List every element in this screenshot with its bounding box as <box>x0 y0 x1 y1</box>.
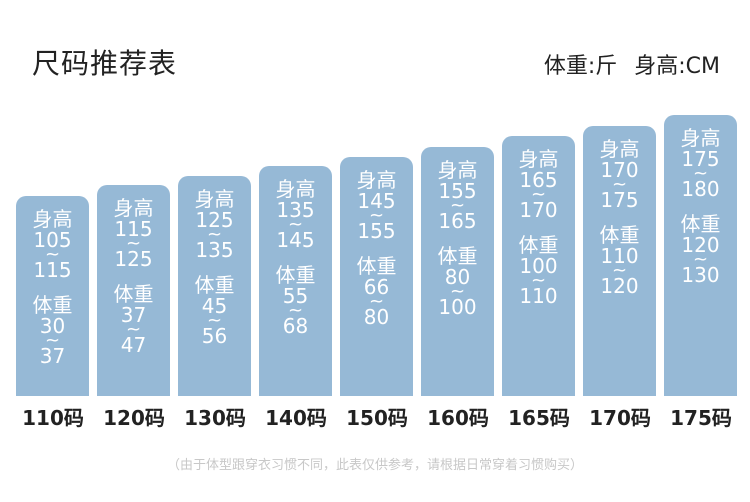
weight-max: 68 <box>282 314 309 338</box>
height-unit: 身高:CM <box>634 54 720 79</box>
size-column: 身高 145 ~155 体重 66 ~80 <box>340 157 413 396</box>
weight-max: 47 <box>120 333 147 357</box>
weight-min: 55 <box>282 284 309 308</box>
range-tilde: ~ <box>287 300 304 321</box>
size-chart: 身高 105 ~115 体重 30 ~37 110码 身高 115 ~125 体重 37 ~47 120码… <box>16 115 737 430</box>
page-title: 尺码推荐表 <box>32 47 178 80</box>
height-min: 175 <box>681 147 720 171</box>
height-min: 170 <box>600 158 639 182</box>
range-tilde: ~ <box>368 291 385 312</box>
size-label: 160码 <box>427 406 489 430</box>
size-label: 130码 <box>184 406 246 430</box>
range-tilde: ~ <box>692 249 709 270</box>
height-max: 175 <box>600 188 639 212</box>
range-tilde: ~ <box>287 214 304 235</box>
weight-unit: 体重:斤 <box>543 54 618 79</box>
range-tilde: ~ <box>125 233 142 254</box>
disclaimer-note: （由于体型跟穿衣习惯不同，此表仅供参考，请根据日常穿着习惯购买） <box>166 458 583 473</box>
size-column: 身高 165 ~170 体重 100 ~110 <box>502 136 575 396</box>
height-label: 身高 <box>518 147 559 171</box>
range-tilde: ~ <box>44 244 61 265</box>
height-min: 145 <box>357 189 396 213</box>
weight-label: 体重 <box>356 254 397 278</box>
size-column: 身高 135 ~145 体重 55 ~68 <box>259 166 332 396</box>
range-tilde: ~ <box>206 310 223 331</box>
size-label: 120码 <box>103 406 165 430</box>
weight-max: 120 <box>600 274 639 298</box>
weight-max: 100 <box>438 295 477 319</box>
height-max: 115 <box>33 258 72 282</box>
weight-label: 体重 <box>275 263 316 287</box>
weight-min: 110 <box>600 244 639 268</box>
height-min: 115 <box>114 217 153 241</box>
height-max: 135 <box>195 238 234 262</box>
size-column: 身高 105 ~115 体重 30 ~37 <box>16 196 89 396</box>
size-column: 身高 170 ~175 体重 110 ~120 <box>583 126 656 396</box>
height-label: 身高 <box>113 196 154 220</box>
weight-label: 体重 <box>32 293 73 317</box>
size-label: 175码 <box>670 406 732 430</box>
height-max: 125 <box>114 247 153 271</box>
size-label: 110码 <box>22 406 84 430</box>
height-max: 170 <box>519 198 558 222</box>
range-tilde: ~ <box>611 260 628 281</box>
weight-min: 45 <box>201 294 228 318</box>
height-label: 身高 <box>437 158 478 182</box>
units-legend: 体重:斤 身高:CM <box>534 48 720 80</box>
height-label: 身高 <box>194 187 235 211</box>
size-label: 140码 <box>265 406 327 430</box>
weight-max: 110 <box>519 284 558 308</box>
weight-max: 130 <box>681 263 720 287</box>
range-tilde: ~ <box>449 195 466 216</box>
weight-label: 体重 <box>599 223 640 247</box>
height-max: 155 <box>357 219 396 243</box>
range-tilde: ~ <box>530 184 547 205</box>
height-label: 身高 <box>680 126 721 150</box>
range-tilde: ~ <box>206 224 223 245</box>
weight-min: 30 <box>39 314 66 338</box>
size-column: 身高 175 ~180 体重 120 ~130 <box>664 115 737 396</box>
height-min: 125 <box>195 208 234 232</box>
height-min: 165 <box>519 168 558 192</box>
height-min: 105 <box>33 228 72 252</box>
range-tilde: ~ <box>125 319 142 340</box>
height-min: 135 <box>276 198 315 222</box>
range-tilde: ~ <box>530 270 547 291</box>
weight-max: 37 <box>39 344 66 368</box>
weight-max: 80 <box>363 305 390 329</box>
range-tilde: ~ <box>368 205 385 226</box>
size-label: 170码 <box>589 406 651 430</box>
weight-label: 体重 <box>113 282 154 306</box>
weight-label: 体重 <box>194 273 235 297</box>
height-max: 165 <box>438 209 477 233</box>
weight-min: 37 <box>120 303 147 327</box>
height-min: 155 <box>438 179 477 203</box>
size-label: 165码 <box>508 406 570 430</box>
height-label: 身高 <box>356 168 397 192</box>
range-tilde: ~ <box>692 163 709 184</box>
range-tilde: ~ <box>44 330 61 351</box>
weight-max: 56 <box>201 324 228 348</box>
weight-label: 体重 <box>680 212 721 236</box>
weight-min: 120 <box>681 233 720 257</box>
size-column: 身高 115 ~125 体重 37 ~47 <box>97 185 170 396</box>
size-column: 身高 155 ~165 体重 80 ~100 <box>421 147 494 396</box>
weight-label: 体重 <box>437 244 478 268</box>
size-column: 身高 125 ~135 体重 45 ~56 <box>178 176 251 396</box>
height-max: 145 <box>276 228 315 252</box>
height-label: 身高 <box>599 137 640 161</box>
height-label: 身高 <box>32 207 73 231</box>
size-label: 150码 <box>346 406 408 430</box>
weight-label: 体重 <box>518 233 559 257</box>
weight-min: 100 <box>519 254 558 278</box>
weight-min: 80 <box>444 265 471 289</box>
range-tilde: ~ <box>449 281 466 302</box>
weight-min: 66 <box>363 275 390 299</box>
range-tilde: ~ <box>611 174 628 195</box>
height-max: 180 <box>681 177 720 201</box>
height-label: 身高 <box>275 177 316 201</box>
